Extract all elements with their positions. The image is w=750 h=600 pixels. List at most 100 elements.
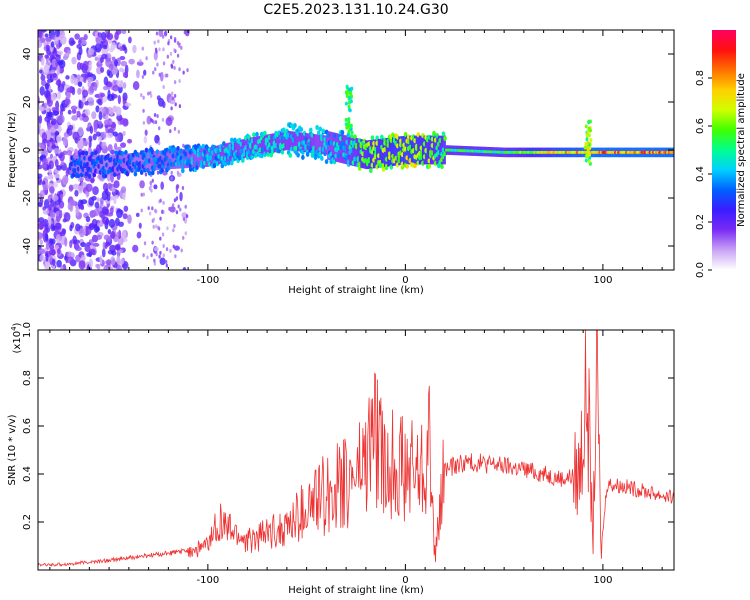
heat-cell <box>173 48 176 53</box>
heat-cell <box>114 194 120 199</box>
heat-band <box>414 135 416 165</box>
heat-cell <box>119 56 126 61</box>
heat-cell <box>45 44 50 51</box>
heat-cell <box>44 54 49 59</box>
heat-cell <box>158 47 161 52</box>
spectrogram-heatmap <box>38 30 674 270</box>
heat-cell <box>149 117 153 122</box>
heat-cell <box>142 95 145 100</box>
heat-cell <box>68 185 74 192</box>
heat-cell <box>149 94 153 99</box>
heat-cell <box>173 245 180 251</box>
heat-band <box>197 148 200 168</box>
heat-cell <box>153 258 156 263</box>
heat-band <box>213 146 216 166</box>
heat-cell <box>92 186 99 196</box>
heat-cell <box>91 111 97 120</box>
heat-band <box>379 138 382 168</box>
heat-cell <box>139 180 145 189</box>
heat-cell <box>106 235 111 243</box>
heat-cell <box>122 213 128 220</box>
heat-cell <box>154 224 158 229</box>
heat-band <box>181 149 184 169</box>
heat-cell <box>74 33 80 40</box>
heat-cell <box>76 61 82 71</box>
heat-cell <box>51 258 56 267</box>
heat-cell <box>201 143 206 149</box>
heat-cell <box>148 211 152 216</box>
heat-cell <box>147 91 150 96</box>
heat-cell <box>154 47 158 52</box>
heat-band <box>282 131 285 151</box>
heat-band <box>426 135 429 165</box>
heat-cell <box>587 159 591 164</box>
heat-cell <box>47 99 51 104</box>
heat-cell <box>83 76 87 84</box>
heat-cell <box>72 183 79 190</box>
heat-cell <box>301 154 305 160</box>
heat-cell <box>157 39 160 44</box>
heat-cell <box>38 179 43 186</box>
heat-cell <box>95 263 100 268</box>
heat-cell <box>54 30 60 38</box>
heat-cell <box>173 223 176 228</box>
heat-cell <box>40 57 45 66</box>
heat-cell <box>84 108 91 117</box>
heat-cell <box>49 186 55 194</box>
heat-cell <box>178 78 181 83</box>
heat-band <box>199 148 201 168</box>
heat-band <box>88 154 91 174</box>
heat-cell <box>151 206 154 211</box>
heat-cell <box>94 82 98 92</box>
heat-band <box>188 148 190 168</box>
heat-cell <box>162 101 166 109</box>
heat-cell <box>42 183 49 191</box>
heat-cell <box>584 124 588 129</box>
heat-cell <box>96 222 104 227</box>
heat-band <box>276 132 279 152</box>
heat-cell <box>108 218 116 228</box>
heat-cell <box>170 170 173 175</box>
heat-cell <box>118 229 122 240</box>
heat-cell <box>173 65 176 70</box>
heat-cell <box>51 195 59 201</box>
heat-band <box>121 153 124 173</box>
heat-band <box>287 130 290 151</box>
heat-cell <box>40 74 46 82</box>
heat-cell <box>65 75 70 80</box>
heat-cell <box>107 93 114 102</box>
heat-cell <box>77 87 82 95</box>
heat-band <box>421 135 424 165</box>
heat-cell <box>123 205 129 212</box>
snr-axes: -100 0 100 0.2 0.4 0.6 0.8 1.0 <box>22 322 674 586</box>
heat-band <box>297 132 299 152</box>
heat-band <box>172 149 175 169</box>
heat-cell <box>173 37 177 42</box>
heat-cell <box>97 136 102 142</box>
heat-cell <box>139 58 142 63</box>
heat-cell <box>119 67 124 73</box>
heat-cell <box>66 91 71 100</box>
heat-band <box>417 135 420 165</box>
heat-cell <box>52 72 57 78</box>
heat-cell <box>155 31 159 36</box>
heat-cell <box>110 172 114 183</box>
heat-band <box>365 140 367 170</box>
heat-cell <box>159 250 162 255</box>
heat-cell <box>101 190 109 201</box>
heat-cell <box>413 163 417 169</box>
heat-cell <box>89 210 95 219</box>
heat-cell <box>89 85 95 94</box>
heat-cell <box>49 211 54 218</box>
heat-cell <box>159 71 164 82</box>
heat-cell <box>66 87 74 93</box>
heat-cell <box>96 98 102 104</box>
heat-cell <box>136 69 140 79</box>
heat-cell <box>154 67 157 72</box>
heat-cell <box>584 158 588 163</box>
heat-cell <box>56 165 63 171</box>
heat-cell <box>162 244 165 249</box>
heat-cell <box>100 31 107 41</box>
heat-cell <box>345 125 349 130</box>
heat-cell <box>102 85 109 91</box>
